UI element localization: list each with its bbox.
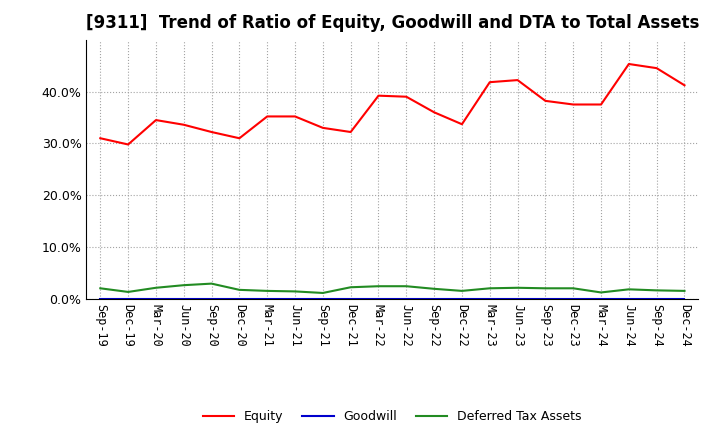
- Goodwill: [318, 297, 327, 302]
- Equity: [541, 98, 550, 103]
- Goodwill: [374, 297, 383, 302]
- Equity: [458, 121, 467, 127]
- Deferred Tax Assets: [513, 285, 522, 290]
- Equity: [652, 66, 661, 71]
- Equity: [179, 122, 188, 128]
- Deferred Tax Assets: [346, 285, 355, 290]
- Title: [9311]  Trend of Ratio of Equity, Goodwill and DTA to Total Assets: [9311] Trend of Ratio of Equity, Goodwil…: [86, 15, 699, 33]
- Equity: [152, 117, 161, 123]
- Goodwill: [485, 297, 494, 302]
- Deferred Tax Assets: [318, 290, 327, 296]
- Deferred Tax Assets: [152, 285, 161, 290]
- Goodwill: [597, 297, 606, 302]
- Equity: [624, 61, 633, 66]
- Equity: [207, 129, 216, 135]
- Goodwill: [458, 297, 467, 302]
- Deferred Tax Assets: [96, 286, 104, 291]
- Goodwill: [402, 297, 410, 302]
- Goodwill: [652, 297, 661, 302]
- Goodwill: [430, 297, 438, 302]
- Goodwill: [569, 297, 577, 302]
- Line: Deferred Tax Assets: Deferred Tax Assets: [100, 284, 685, 293]
- Goodwill: [235, 297, 243, 302]
- Deferred Tax Assets: [458, 288, 467, 293]
- Equity: [374, 93, 383, 98]
- Goodwill: [207, 297, 216, 302]
- Deferred Tax Assets: [597, 290, 606, 295]
- Equity: [597, 102, 606, 107]
- Deferred Tax Assets: [652, 288, 661, 293]
- Equity: [235, 136, 243, 141]
- Deferred Tax Assets: [263, 288, 271, 293]
- Legend: Equity, Goodwill, Deferred Tax Assets: Equity, Goodwill, Deferred Tax Assets: [198, 405, 587, 428]
- Goodwill: [346, 297, 355, 302]
- Deferred Tax Assets: [569, 286, 577, 291]
- Deferred Tax Assets: [402, 284, 410, 289]
- Goodwill: [179, 297, 188, 302]
- Deferred Tax Assets: [291, 289, 300, 294]
- Goodwill: [541, 297, 550, 302]
- Equity: [124, 142, 132, 147]
- Equity: [263, 114, 271, 119]
- Equity: [346, 129, 355, 135]
- Deferred Tax Assets: [374, 284, 383, 289]
- Equity: [318, 125, 327, 131]
- Deferred Tax Assets: [207, 281, 216, 286]
- Equity: [430, 110, 438, 115]
- Deferred Tax Assets: [485, 286, 494, 291]
- Deferred Tax Assets: [179, 282, 188, 288]
- Equity: [513, 77, 522, 83]
- Line: Equity: Equity: [100, 64, 685, 144]
- Deferred Tax Assets: [541, 286, 550, 291]
- Deferred Tax Assets: [124, 289, 132, 294]
- Goodwill: [291, 297, 300, 302]
- Deferred Tax Assets: [680, 288, 689, 293]
- Equity: [291, 114, 300, 119]
- Goodwill: [624, 297, 633, 302]
- Goodwill: [152, 297, 161, 302]
- Goodwill: [124, 297, 132, 302]
- Equity: [96, 136, 104, 141]
- Deferred Tax Assets: [235, 287, 243, 293]
- Equity: [402, 94, 410, 99]
- Equity: [569, 102, 577, 107]
- Goodwill: [263, 297, 271, 302]
- Deferred Tax Assets: [624, 287, 633, 292]
- Deferred Tax Assets: [430, 286, 438, 291]
- Goodwill: [680, 297, 689, 302]
- Equity: [680, 83, 689, 88]
- Goodwill: [96, 297, 104, 302]
- Equity: [485, 80, 494, 85]
- Goodwill: [513, 297, 522, 302]
